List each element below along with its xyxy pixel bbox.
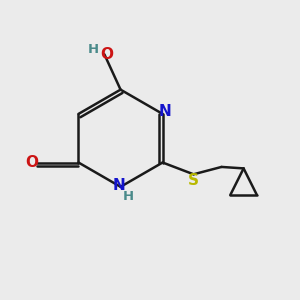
Text: N: N [113, 178, 125, 193]
Text: N: N [159, 104, 171, 119]
Text: O: O [100, 47, 113, 62]
Text: H: H [88, 43, 99, 56]
Text: S: S [188, 173, 199, 188]
Text: O: O [26, 155, 38, 170]
Text: H: H [123, 190, 134, 203]
